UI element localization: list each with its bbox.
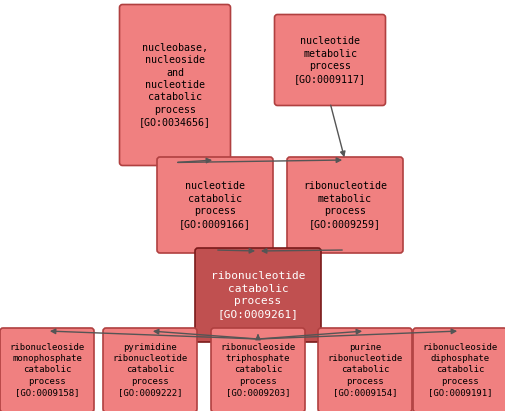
FancyBboxPatch shape: [103, 328, 197, 411]
Text: nucleobase,
nucleoside
and
nucleotide
catabolic
process
[GO:0034656]: nucleobase, nucleoside and nucleotide ca…: [139, 43, 211, 127]
FancyBboxPatch shape: [275, 14, 385, 106]
FancyBboxPatch shape: [195, 248, 321, 342]
Text: purine
ribonucleotide
catabolic
process
[GO:0009154]: purine ribonucleotide catabolic process …: [327, 343, 402, 397]
FancyBboxPatch shape: [157, 157, 273, 253]
FancyBboxPatch shape: [287, 157, 403, 253]
Text: nucleotide
catabolic
process
[GO:0009166]: nucleotide catabolic process [GO:0009166…: [179, 181, 251, 229]
Text: pyrimidine
ribonucleotide
catabolic
process
[GO:0009222]: pyrimidine ribonucleotide catabolic proc…: [113, 343, 188, 397]
FancyBboxPatch shape: [413, 328, 505, 411]
FancyBboxPatch shape: [318, 328, 412, 411]
FancyBboxPatch shape: [120, 5, 230, 166]
Text: ribonucleoside
monophosphate
catabolic
process
[GO:0009158]: ribonucleoside monophosphate catabolic p…: [10, 343, 85, 397]
Text: ribonucleotide
metabolic
process
[GO:0009259]: ribonucleotide metabolic process [GO:000…: [303, 181, 387, 229]
FancyBboxPatch shape: [0, 328, 94, 411]
Text: ribonucleoside
diphosphate
catabolic
process
[GO:0009191]: ribonucleoside diphosphate catabolic pro…: [422, 343, 497, 397]
Text: ribonucleotide
catabolic
process
[GO:0009261]: ribonucleotide catabolic process [GO:000…: [211, 271, 305, 319]
Text: ribonucleoside
triphosphate
catabolic
process
[GO:0009203]: ribonucleoside triphosphate catabolic pr…: [220, 343, 295, 397]
FancyBboxPatch shape: [211, 328, 305, 411]
Text: nucleotide
metabolic
process
[GO:0009117]: nucleotide metabolic process [GO:0009117…: [294, 37, 366, 83]
